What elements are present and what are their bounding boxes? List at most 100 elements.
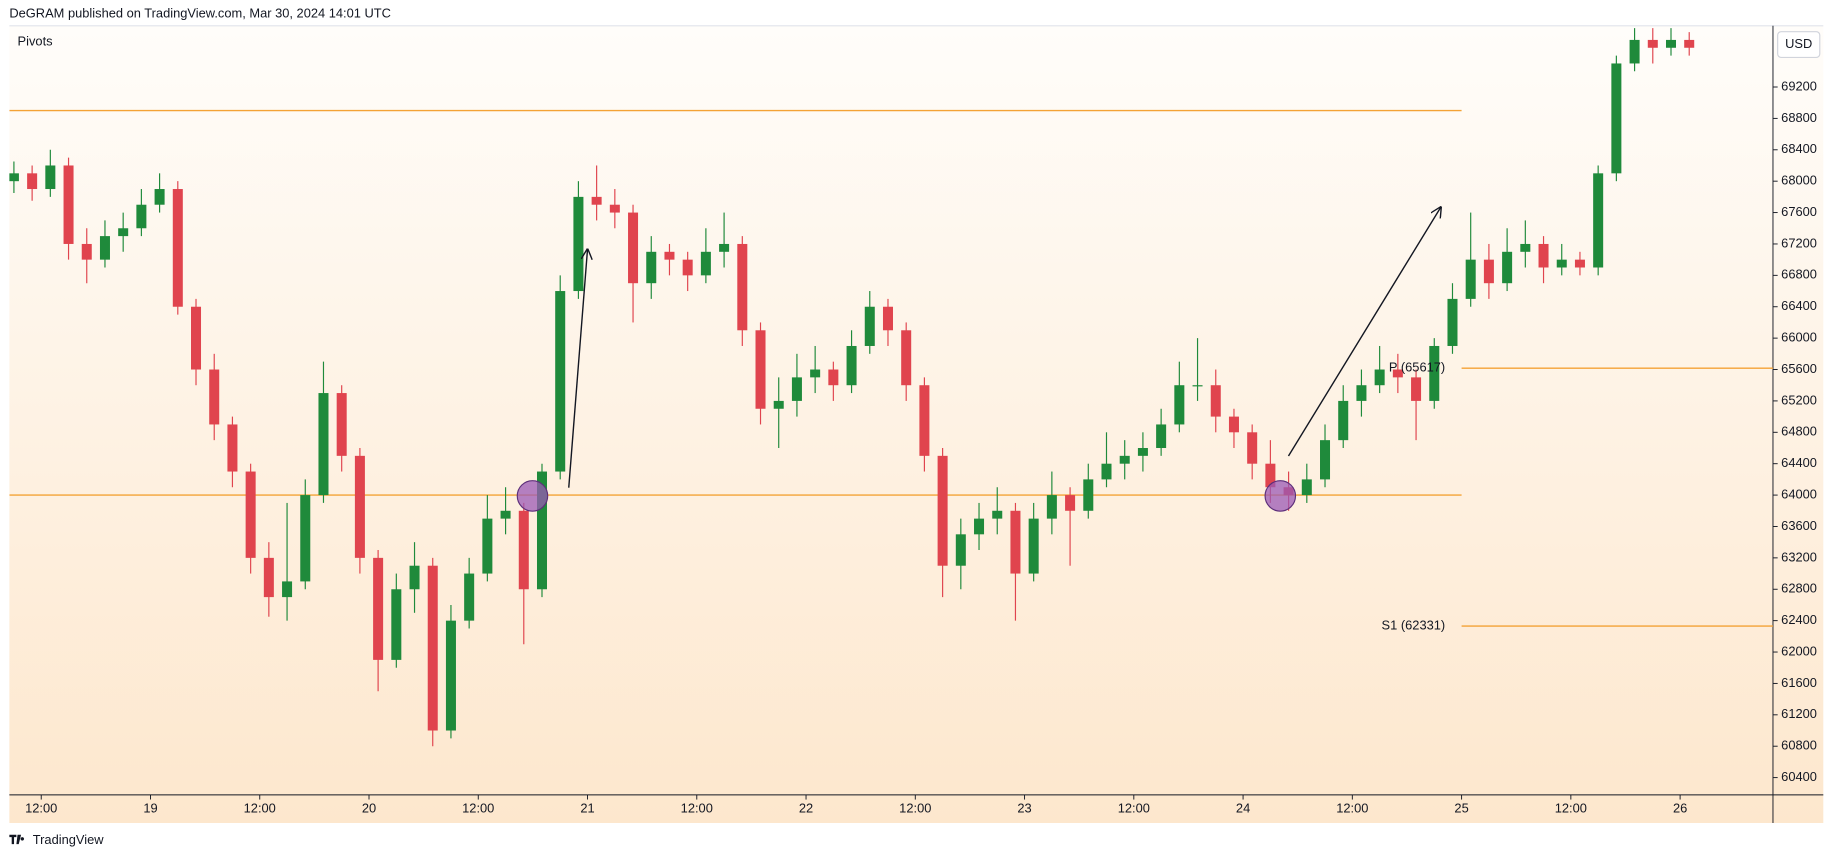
logo-mark [9,834,25,845]
y-tick-label: 60400 [1781,769,1817,784]
candle-body [1502,251,1513,284]
pivot-label: P (65617) [1389,360,1445,375]
candle-body [1356,385,1367,401]
candle-body [864,306,875,346]
y-tick-label: 65600 [1781,361,1817,376]
candle-body [1593,173,1604,268]
y-tick-label: 69200 [1781,78,1817,93]
candle-body [154,189,165,205]
candle-body [591,196,602,205]
candle-body [573,196,584,292]
candle-body [9,173,19,182]
y-tick-label: 61200 [1781,706,1817,721]
y-tick-label: 64400 [1781,455,1817,470]
candle-body [1210,385,1221,417]
indicator-name: Pivots [18,34,53,49]
candle-body [810,369,821,378]
candle-body [919,385,930,456]
candle-body [209,369,220,425]
arrow [1287,208,1440,457]
candle-body [263,557,274,598]
x-tick-label: 23 [1017,800,1031,815]
candle-body [118,228,129,237]
footer-logo: TradingView [9,832,104,847]
candle-body [700,251,711,276]
candle-body [682,259,693,276]
candle-body [955,534,966,566]
y-tick-label: 62400 [1781,612,1817,627]
candle-body [63,165,74,244]
y-tick-label: 68800 [1781,110,1817,125]
x-tick-label: 12:00 [1118,800,1150,815]
candle-body [518,510,529,590]
plot-area [9,28,1773,747]
candle-body [136,204,147,229]
candle-body [1301,479,1312,496]
y-tick-label: 66400 [1781,298,1817,313]
candle-body [1684,39,1695,48]
candle-body [1101,463,1112,480]
candle-body [1629,39,1640,64]
candle-body [318,393,329,496]
candle-body [1465,259,1476,299]
candle-body [1483,259,1494,284]
x-tick-label: 25 [1454,800,1468,815]
candle-body [445,620,456,731]
candle-body [81,243,92,260]
candle-body [172,189,183,307]
y-tick-label: 66000 [1781,330,1817,345]
y-tick-label: 64000 [1781,486,1817,501]
x-tick-label: 12:00 [25,800,57,815]
candle-body [336,393,347,456]
candle-body [99,236,110,260]
candle-body [1520,243,1531,252]
candle-body [1065,495,1076,511]
candle-body [536,471,548,590]
currency-label: USD [1785,36,1812,51]
candle-body [719,243,730,252]
candle-body [1447,298,1458,346]
x-tick-label: 24 [1236,800,1250,815]
candle-body [1046,495,1057,519]
x-tick-label: 21 [580,800,594,815]
candle-body [227,424,238,472]
candle-body [609,204,620,213]
candle-body [1247,432,1258,464]
candle-body [282,581,293,598]
candle-body [937,455,948,566]
y-tick-label: 64800 [1781,424,1817,439]
candle-body [992,510,1003,519]
highlight-circle [1264,480,1297,512]
candle-body [464,573,475,621]
candle-body [1156,424,1167,448]
currency-button[interactable] [1777,31,1821,59]
candle-body [755,330,766,409]
candle-body [737,243,748,331]
y-tick-label: 62000 [1781,643,1817,658]
candle-body [354,455,365,558]
candle-body [1028,518,1039,574]
candle-body [1228,416,1239,433]
annotations [516,208,1440,512]
candle-body [1574,259,1585,268]
candle-body [1556,259,1567,268]
candle-body [901,330,912,386]
candle-body [628,212,639,284]
candle-body [27,173,38,190]
candle-body [1192,385,1203,387]
candle-body [1137,447,1148,456]
candle-body [1611,63,1622,174]
y-tick-label: 66800 [1781,267,1817,282]
candle-body [773,400,784,409]
arrow [568,250,588,488]
candle-body [1665,39,1677,48]
y-tick-label: 65200 [1781,392,1817,407]
candle-body [1538,243,1549,268]
candle-body [846,345,857,386]
candle-body [373,557,384,660]
candle-body [245,471,256,558]
candle-body [500,510,511,519]
candle-body [409,565,420,590]
